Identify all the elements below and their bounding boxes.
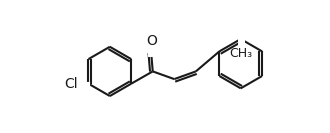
Text: Cl: Cl bbox=[64, 77, 78, 91]
Text: O: O bbox=[146, 34, 157, 47]
Text: CH₃: CH₃ bbox=[229, 47, 252, 60]
